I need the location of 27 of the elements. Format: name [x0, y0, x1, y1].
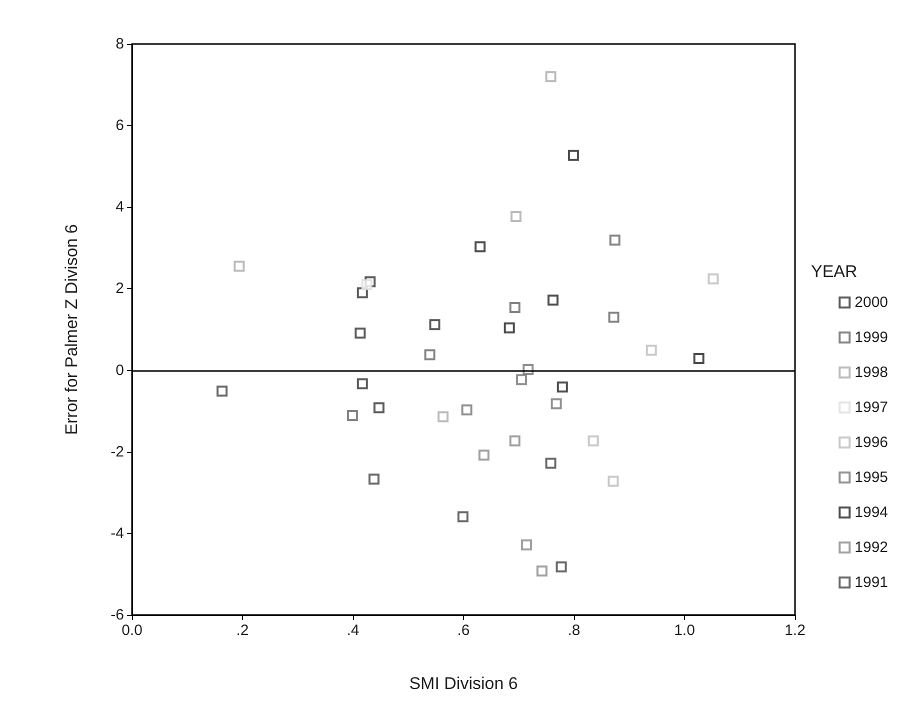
y-axis-title: Error for Palmer Z Divison 6 [62, 224, 81, 435]
legend-label: 2000 [854, 294, 888, 311]
legend-label: 1992 [854, 539, 888, 556]
y-tick-label: 4 [116, 198, 124, 216]
legend-label: 1997 [854, 399, 888, 416]
y-tick-label: 6 [116, 117, 124, 134]
y-tick-label: -2 [110, 443, 124, 460]
y-tick-label: -6 [110, 606, 124, 624]
legend-label: 1995 [854, 469, 888, 486]
y-tick-label: 8 [116, 36, 124, 52]
legend-label: 1994 [854, 504, 888, 521]
legend-title: YEAR [811, 262, 858, 281]
legend-label: 1998 [854, 364, 888, 381]
x-tick-label: .4 [346, 622, 360, 639]
y-tick-label: 0 [116, 362, 124, 379]
y-tick-label: -4 [110, 524, 124, 542]
x-tick-label: 1.0 [674, 622, 695, 639]
legend-label: 1999 [854, 329, 888, 346]
x-tick-label: .8 [568, 622, 580, 639]
legend-label: 1991 [854, 574, 888, 591]
x-tick-label: .6 [457, 622, 470, 639]
x-axis-title: SMI Division 6 [409, 674, 518, 693]
x-tick-label: 0.0 [122, 622, 142, 639]
x-tick-label: .2 [236, 622, 249, 639]
legend-label: 1996 [854, 434, 888, 451]
y-tick-label: 2 [116, 280, 124, 298]
x-tick-label: 1.2 [784, 622, 806, 639]
